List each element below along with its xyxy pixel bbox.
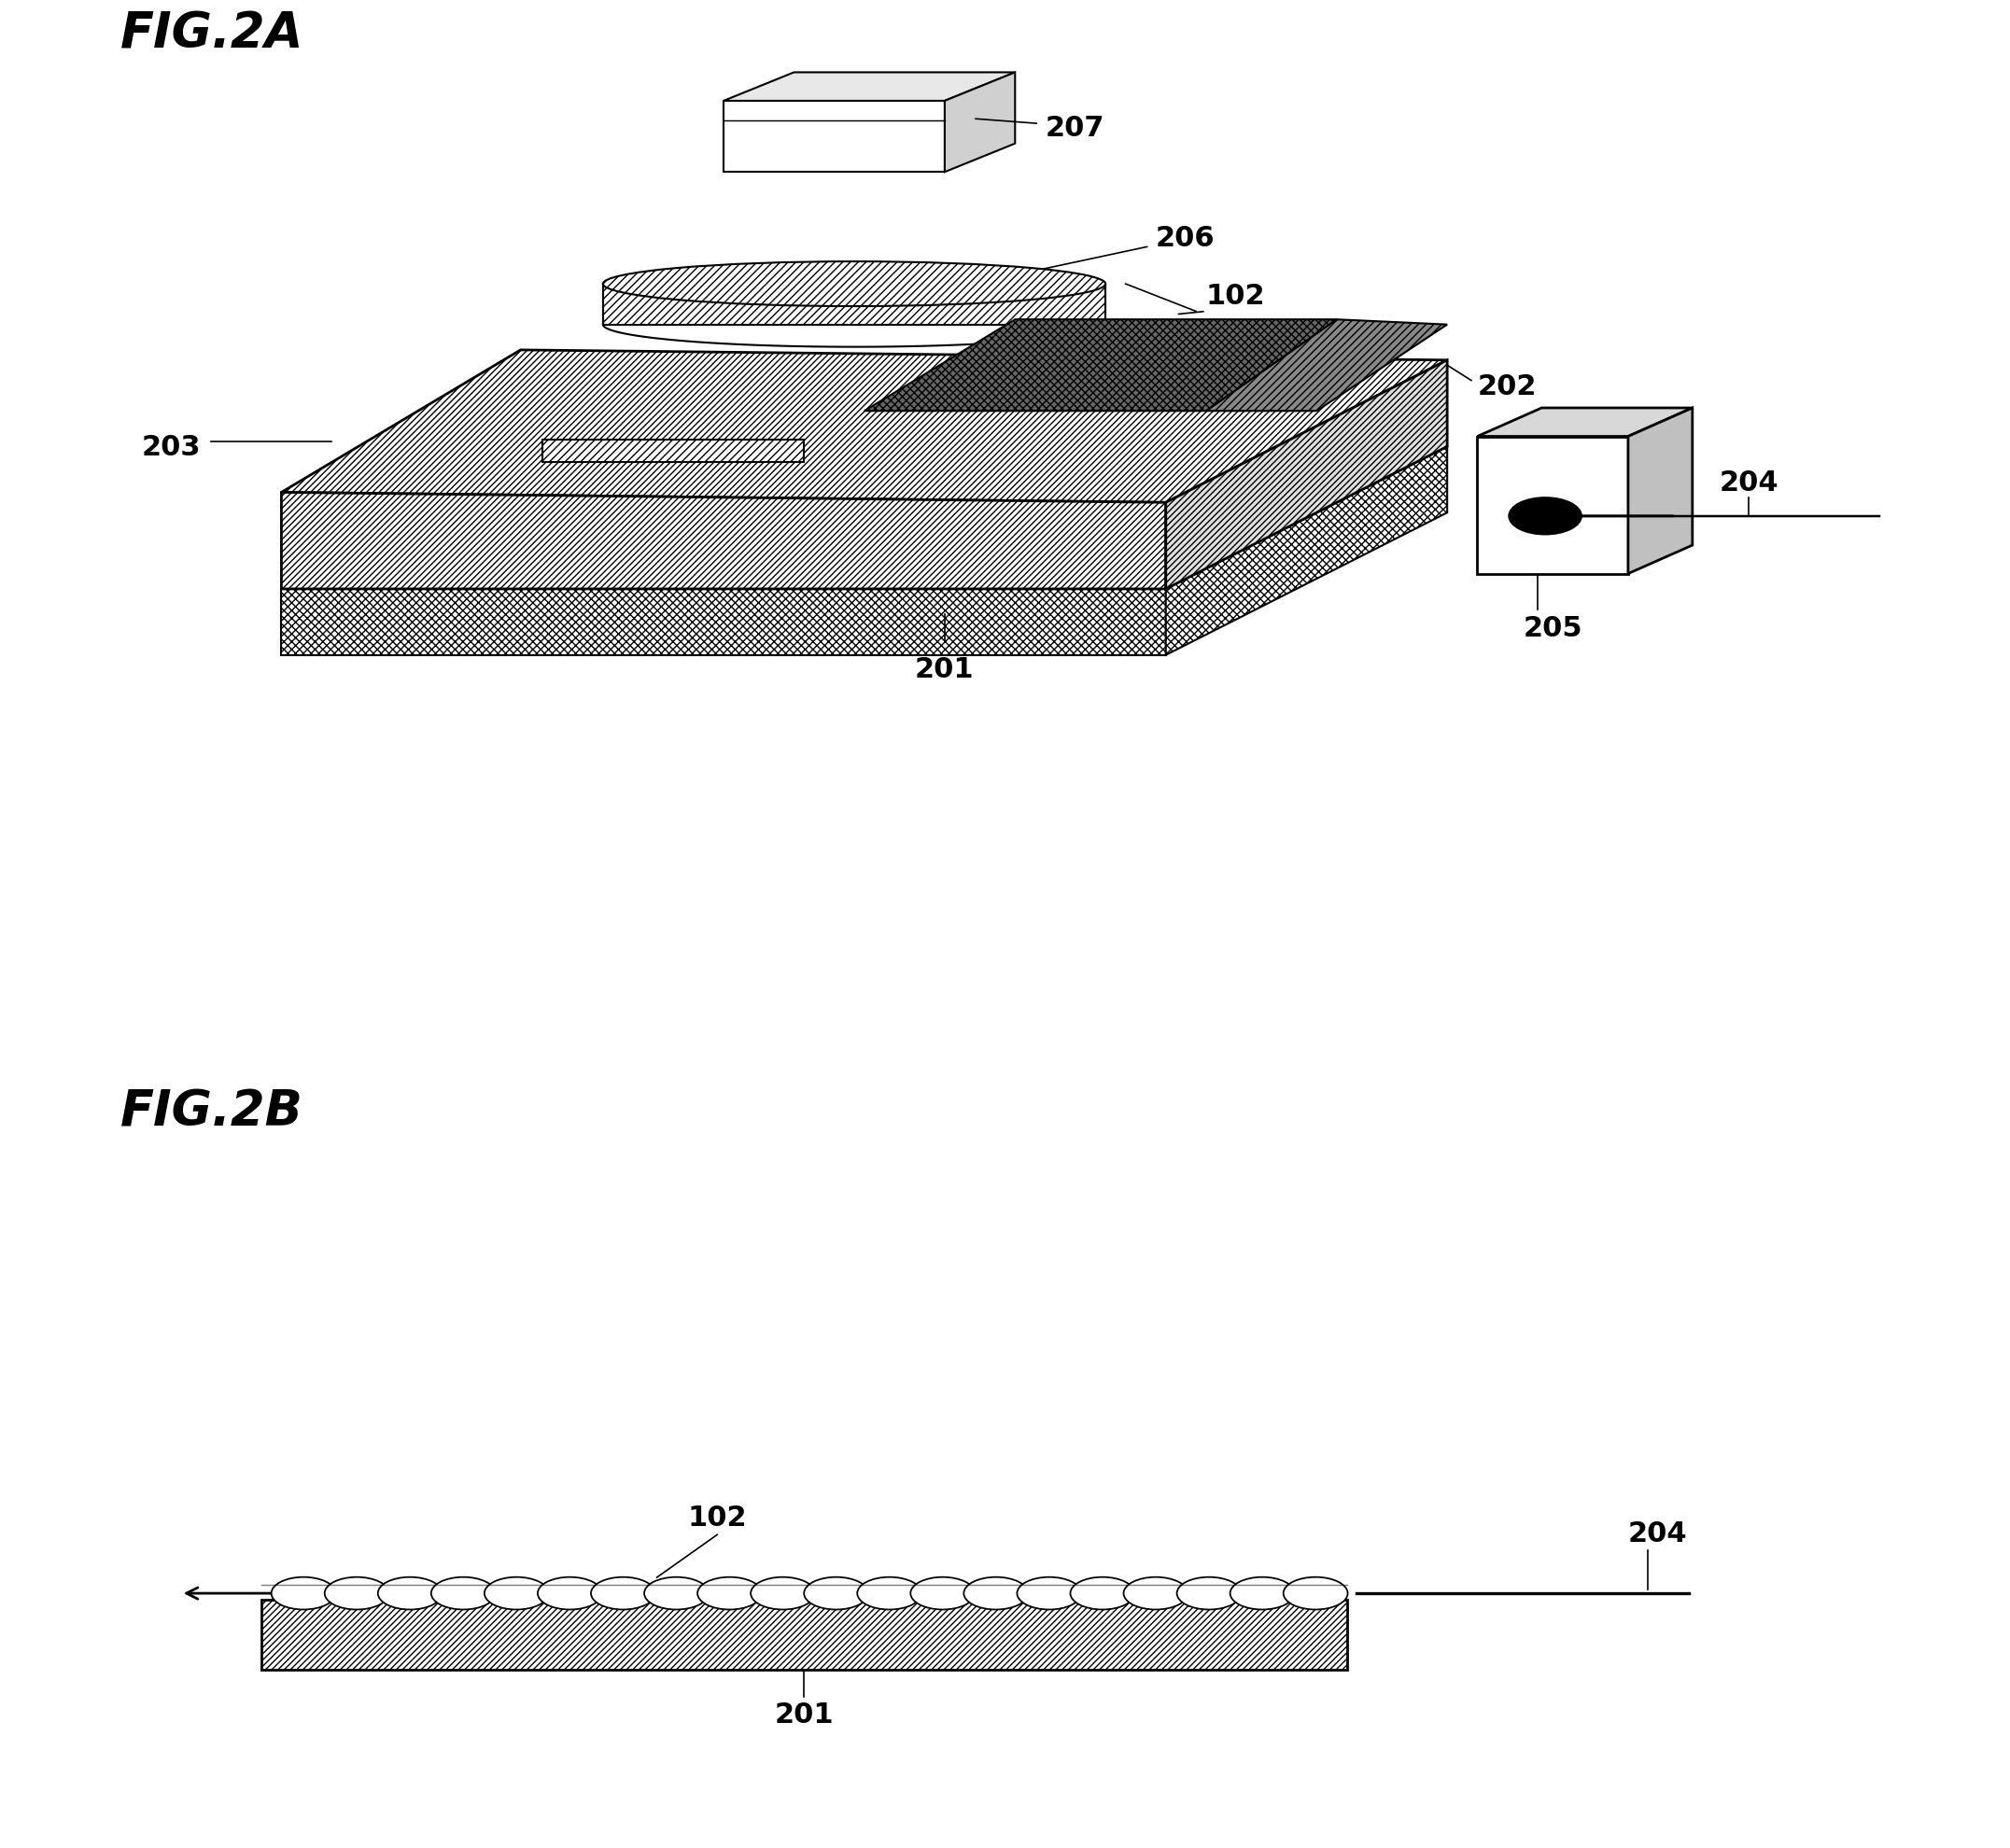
Ellipse shape [1230,1576,1294,1610]
Text: 201: 201 [915,656,975,682]
Ellipse shape [484,1576,549,1610]
Ellipse shape [858,1576,921,1610]
Ellipse shape [643,1576,708,1610]
Polygon shape [281,493,1166,590]
Ellipse shape [539,1576,603,1610]
Polygon shape [281,590,1166,656]
Polygon shape [1628,408,1692,575]
Text: 202: 202 [1477,373,1536,399]
Ellipse shape [911,1576,975,1610]
Ellipse shape [752,1576,816,1610]
Ellipse shape [697,1576,762,1610]
Ellipse shape [1178,1576,1242,1610]
Ellipse shape [603,262,1106,307]
Polygon shape [543,440,804,462]
Text: 102: 102 [687,1504,748,1530]
Polygon shape [281,447,1447,590]
Polygon shape [724,74,1015,102]
Polygon shape [1166,360,1447,590]
Text: 201: 201 [774,1700,834,1728]
Polygon shape [1477,408,1692,436]
Polygon shape [724,102,945,172]
Polygon shape [945,74,1015,172]
Ellipse shape [591,1576,655,1610]
Polygon shape [864,320,1337,412]
Polygon shape [603,285,1106,325]
Ellipse shape [1284,1576,1349,1610]
Polygon shape [1477,436,1628,575]
Ellipse shape [804,1576,868,1610]
Ellipse shape [1124,1576,1188,1610]
Text: 204: 204 [1628,1519,1688,1547]
Polygon shape [1166,447,1447,656]
Polygon shape [261,1600,1347,1669]
Circle shape [1510,499,1582,534]
Text: 207: 207 [1045,115,1103,142]
Ellipse shape [1069,1576,1134,1610]
Ellipse shape [378,1576,442,1610]
Ellipse shape [1017,1576,1081,1610]
Polygon shape [281,351,1447,503]
Text: 102: 102 [1206,283,1266,310]
Text: FIG.2B: FIG.2B [121,1087,304,1137]
Text: 206: 206 [1156,225,1216,251]
Polygon shape [1206,320,1447,412]
Ellipse shape [271,1576,336,1610]
Text: 204: 204 [1719,469,1779,497]
Text: FIG.2A: FIG.2A [121,11,304,59]
Text: 205: 205 [1524,615,1582,641]
Ellipse shape [324,1576,388,1610]
Ellipse shape [965,1576,1029,1610]
Text: 203: 203 [143,434,201,460]
Ellipse shape [432,1576,496,1610]
